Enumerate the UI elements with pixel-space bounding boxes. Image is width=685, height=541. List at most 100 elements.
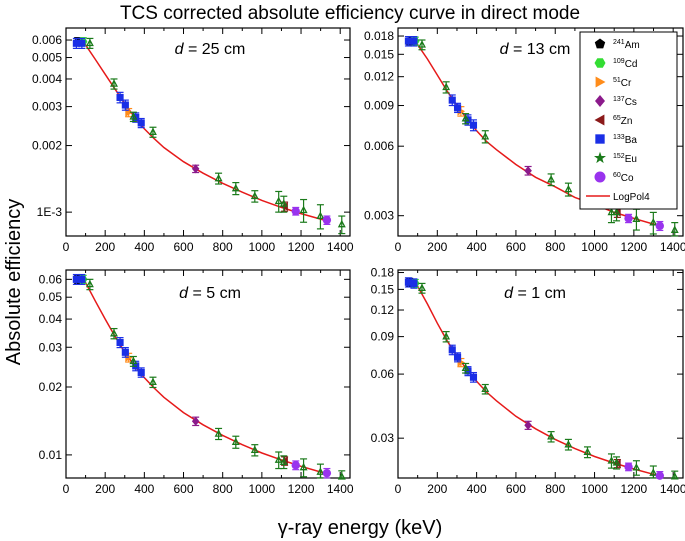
panel-title: d = 13 cm [500,41,571,58]
legend-element: Cs [625,97,637,108]
fit-curve [77,277,331,476]
panel-title-distance: = 13 cm [509,41,571,58]
y-tick-label: 0.18 [371,266,395,280]
legend-mass-number: 65 [613,115,621,122]
y-tick-label: 0.006 [364,139,394,153]
data-point-eu [418,283,426,292]
legend-label-am: 241Am [613,39,640,51]
legend: 241Am109Cd51Cr137Cs65Zn133Ba152Eu60CoLog… [579,31,678,210]
legend-marker-co [594,171,606,183]
data-point-eu [442,331,451,340]
panel-title-var: d [500,41,510,58]
legend-marker-ba [595,134,605,144]
legend-label-cs: 137Cs [613,96,637,108]
data-point-co [655,471,665,480]
data-point-eu [607,456,616,464]
y-tick-label: 0.015 [364,47,394,61]
y-tick-label: 0.006 [32,33,62,47]
x-tick-label: 200 [95,240,115,254]
data-point-eu [337,219,346,228]
data-point-ba [78,39,86,47]
legend-element: Am [625,40,640,51]
x-tick-label: 1000 [581,482,608,496]
legend-mass-number: 133 [613,134,625,141]
data-point-ba [121,348,129,356]
data-point-ba [72,275,80,283]
legend-mass-number: 137 [613,96,625,103]
data-point-ba [448,346,456,354]
data-point-ba [121,101,129,109]
x-tick-label: 400 [467,240,487,254]
data-point-eu [129,356,138,365]
y-tick-label: 0.012 [364,70,394,84]
plot-frame [65,269,351,479]
x-tick-label: 800 [213,482,233,496]
x-tick-label: 400 [134,482,154,496]
data-point-eu [461,114,470,122]
x-tick-label: 1200 [621,240,648,254]
plot-frame [65,27,351,237]
figure-title: TCS corrected absolute efficiency curve … [120,3,580,24]
x-axis-title: γ-ray energy (keV) [278,517,443,539]
y-tick-label: 0.005 [32,51,62,65]
panel-title-var: d [504,285,514,302]
legend-marker-cr [595,76,606,88]
x-tick-label: 200 [427,482,447,496]
y-tick-label: 0.09 [371,330,395,344]
data-point-ba [410,37,418,45]
data-point-eu [231,183,240,192]
y-tick-label: 0.002 [32,139,62,153]
data-point-co [655,221,665,231]
x-tick-label: 1200 [288,482,315,496]
legend-element: Cr [621,78,632,89]
legend-element: Zn [621,116,633,127]
data-point-eu [110,79,118,87]
data-point-eu [481,384,490,393]
data-point-eu [583,447,592,456]
data-point-eu [214,429,223,437]
x-tick-label: 1000 [581,240,608,254]
y-tick-label: 0.018 [364,29,394,43]
data-point-eu [649,218,658,226]
data-point-ba [469,121,478,129]
x-tick-label: 1400 [327,240,354,254]
legend-label-zn: 65Zn [613,115,632,127]
data-point-eu [250,191,259,200]
x-tick-label: 0 [395,240,402,254]
data-point-ba [137,119,145,127]
x-tick-label: 800 [545,482,565,496]
data-point-cs [524,420,532,430]
panel-title: d = 25 cm [175,41,246,58]
data-point-eu [442,82,451,91]
fit-curve [77,38,331,223]
data-point-ba [404,278,412,286]
data-point-eu [214,173,223,182]
data-point-ba [453,353,462,361]
legend-element: Cd [625,59,638,70]
legend-fit-label: LogPol4 [613,192,650,203]
data-point-eu [250,445,259,454]
data-point-eu [110,329,118,337]
y-axis-title: Absolute efficiency [3,199,25,365]
data-point-eu [564,184,573,193]
y-tick-label: 0.009 [364,99,394,113]
data-point-ba [116,93,124,102]
panels-group: 0 200 400 600 800 1000 1200 14001E-30.0020.0030… [32,27,685,496]
legend-mass-number: 51 [613,77,621,84]
x-tick-label: 1400 [660,482,685,496]
data-point-eu [670,225,679,233]
legend-mass-number: 241 [613,39,625,46]
data-point-eu [85,38,94,47]
panel-title-var: d [179,285,189,302]
y-tick-label: 0.01 [39,448,63,462]
data-point-eu [337,472,346,480]
legend-label-eu: 152Eu [613,153,637,165]
data-point-ba [448,96,456,104]
y-tick-label: 0.02 [39,380,63,394]
panel-title: d = 1 cm [504,285,566,302]
x-tick-label: 1400 [327,482,354,496]
x-tick-label: 1000 [249,240,276,254]
x-tick-label: 1400 [660,240,685,254]
panel-4: 0 200 400 600 800 1000 1200 1400 0.03 0.06 0.09 0.1… [371,266,685,496]
